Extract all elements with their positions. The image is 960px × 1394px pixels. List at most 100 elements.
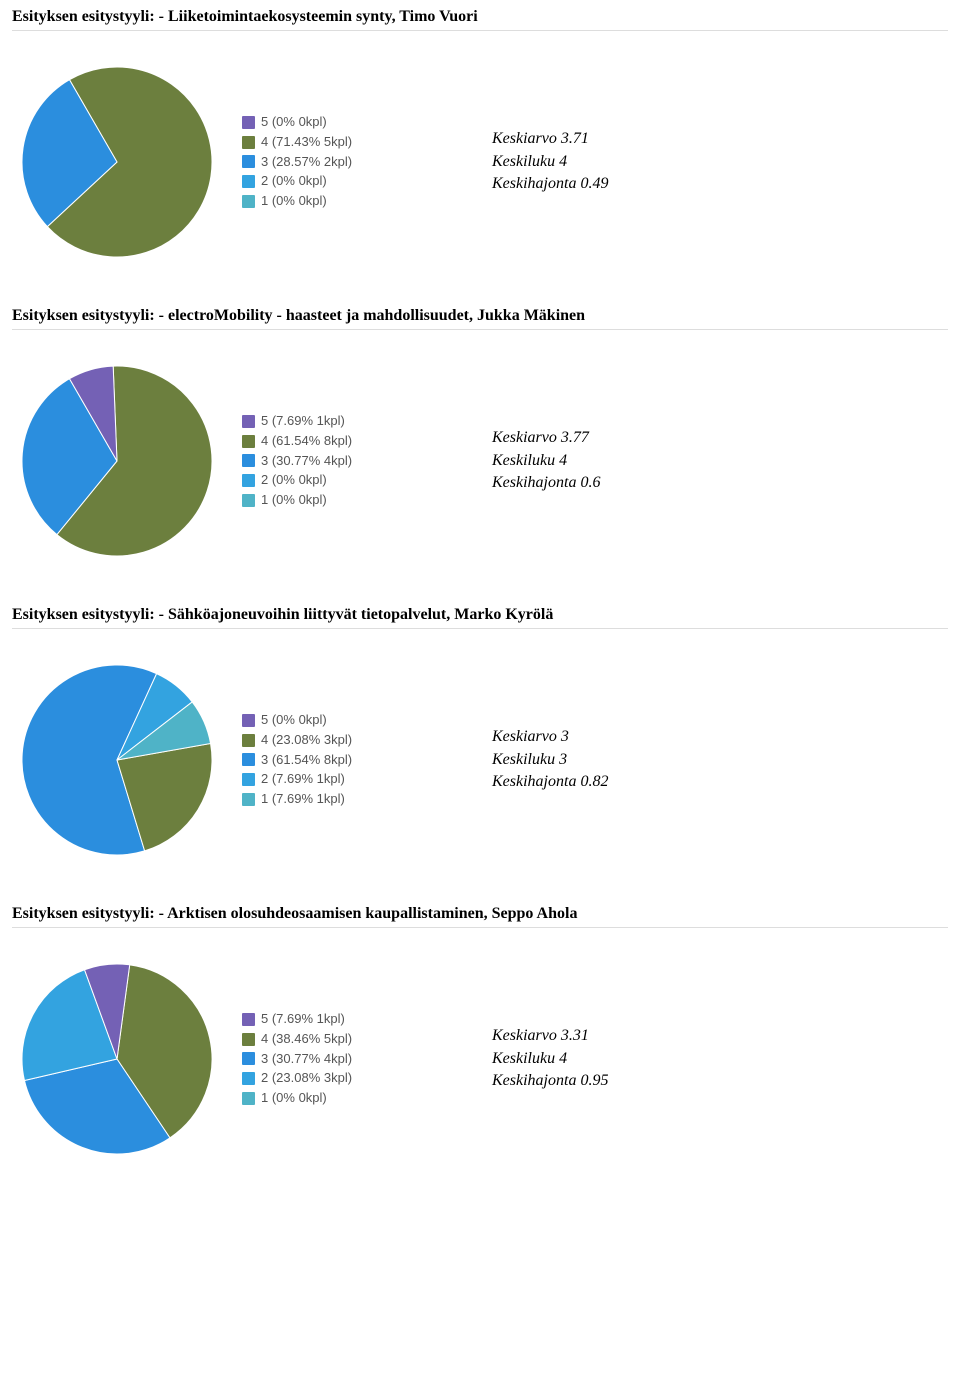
legend-swatch [242, 435, 255, 448]
legend-swatch [242, 1033, 255, 1046]
legend-label: 2 (7.69% 1kpl) [261, 771, 345, 788]
pie-chart [22, 67, 212, 257]
section-title: Esityksen esitystyyli: - Sähköajoneuvoih… [12, 606, 948, 629]
pie-chart [22, 366, 212, 556]
legend-swatch [242, 1092, 255, 1105]
stat-line-keskiarvo: Keskiarvo 3.31 [492, 1025, 608, 1047]
chart-section: Esityksen esitystyyli: - electroMobility… [12, 307, 948, 556]
legend-label: 2 (0% 0kpl) [261, 472, 327, 489]
legend-label: 1 (7.69% 1kpl) [261, 791, 345, 808]
legend-label: 4 (61.54% 8kpl) [261, 433, 352, 450]
pie-container [22, 67, 212, 257]
section-title: Esityksen esitystyyli: - Liiketoimintaek… [12, 8, 948, 31]
legend-label: 3 (28.57% 2kpl) [261, 154, 352, 171]
legend-item: 1 (7.69% 1kpl) [242, 791, 402, 808]
legend-swatch [242, 494, 255, 507]
stats-block: Keskiarvo 3.71Keskiluku 4Keskihajonta 0.… [492, 128, 608, 195]
legend-item: 3 (61.54% 8kpl) [242, 752, 402, 769]
legend-label: 4 (38.46% 5kpl) [261, 1031, 352, 1048]
legend-item: 4 (38.46% 5kpl) [242, 1031, 402, 1048]
legend-item: 1 (0% 0kpl) [242, 1090, 402, 1107]
legend-swatch [242, 175, 255, 188]
legend-item: 2 (0% 0kpl) [242, 472, 402, 489]
legend-swatch [242, 753, 255, 766]
stat-line-keskiluku: Keskiluku 3 [492, 749, 608, 771]
legend-label: 3 (30.77% 4kpl) [261, 1051, 352, 1068]
legend-item: 5 (7.69% 1kpl) [242, 1011, 402, 1028]
stat-line-keskiluku: Keskiluku 4 [492, 151, 608, 173]
pie-container [22, 366, 212, 556]
legend-swatch [242, 773, 255, 786]
legend-item: 3 (30.77% 4kpl) [242, 1051, 402, 1068]
section-title: Esityksen esitystyyli: - Arktisen olosuh… [12, 905, 948, 928]
legend-item: 2 (23.08% 3kpl) [242, 1070, 402, 1087]
legend-swatch [242, 1013, 255, 1026]
pie-chart [22, 665, 212, 855]
stat-line-keskihajonta: Keskihajonta 0.6 [492, 472, 600, 494]
chart-row: 5 (0% 0kpl) 4 (23.08% 3kpl) 3 (61.54% 8kpl… [12, 665, 948, 855]
legend-label: 4 (23.08% 3kpl) [261, 732, 352, 749]
legend: 5 (0% 0kpl) 4 (23.08% 3kpl) 3 (61.54% 8kpl… [242, 709, 402, 811]
legend: 5 (0% 0kpl) 4 (71.43% 5kpl) 3 (28.57% 2kpl… [242, 111, 402, 213]
legend-swatch [242, 155, 255, 168]
stats-block: Keskiarvo 3Keskiluku 3Keskihajonta 0.82 [492, 726, 608, 793]
legend-item: 2 (7.69% 1kpl) [242, 771, 402, 788]
legend-item: 1 (0% 0kpl) [242, 492, 402, 509]
legend-swatch [242, 1052, 255, 1065]
legend-item: 3 (28.57% 2kpl) [242, 154, 402, 171]
pie-container [22, 665, 212, 855]
legend-item: 1 (0% 0kpl) [242, 193, 402, 210]
legend: 5 (7.69% 1kpl) 4 (38.46% 5kpl) 3 (30.77% 4… [242, 1008, 402, 1110]
pie-container [22, 964, 212, 1154]
legend-label: 5 (7.69% 1kpl) [261, 413, 345, 430]
chart-section: Esityksen esitystyyli: - Liiketoimintaek… [12, 8, 948, 257]
legend-swatch [242, 136, 255, 149]
legend-label: 5 (0% 0kpl) [261, 712, 327, 729]
chart-row: 5 (7.69% 1kpl) 4 (38.46% 5kpl) 3 (30.77% 4… [12, 964, 948, 1154]
legend-label: 2 (23.08% 3kpl) [261, 1070, 352, 1087]
legend-swatch [242, 474, 255, 487]
section-title: Esityksen esitystyyli: - electroMobility… [12, 307, 948, 330]
legend-label: 3 (30.77% 4kpl) [261, 453, 352, 470]
legend-item: 2 (0% 0kpl) [242, 173, 402, 190]
legend: 5 (7.69% 1kpl) 4 (61.54% 8kpl) 3 (30.77% 4… [242, 410, 402, 512]
stat-line-keskiarvo: Keskiarvo 3 [492, 726, 608, 748]
legend-swatch [242, 714, 255, 727]
stat-line-keskihajonta: Keskihajonta 0.49 [492, 173, 608, 195]
chart-section: Esityksen esitystyyli: - Sähköajoneuvoih… [12, 606, 948, 855]
legend-label: 4 (71.43% 5kpl) [261, 134, 352, 151]
chart-row: 5 (7.69% 1kpl) 4 (61.54% 8kpl) 3 (30.77% 4… [12, 366, 948, 556]
legend-swatch [242, 454, 255, 467]
stats-block: Keskiarvo 3.31Keskiluku 4Keskihajonta 0.… [492, 1025, 608, 1092]
legend-item: 5 (0% 0kpl) [242, 114, 402, 131]
legend-item: 3 (30.77% 4kpl) [242, 453, 402, 470]
legend-swatch [242, 116, 255, 129]
chart-row: 5 (0% 0kpl) 4 (71.43% 5kpl) 3 (28.57% 2kpl… [12, 67, 948, 257]
legend-swatch [242, 195, 255, 208]
legend-label: 3 (61.54% 8kpl) [261, 752, 352, 769]
legend-item: 4 (61.54% 8kpl) [242, 433, 402, 450]
legend-swatch [242, 415, 255, 428]
legend-label: 2 (0% 0kpl) [261, 173, 327, 190]
stat-line-keskiluku: Keskiluku 4 [492, 450, 600, 472]
stats-block: Keskiarvo 3.77Keskiluku 4Keskihajonta 0.… [492, 427, 600, 494]
stat-line-keskiarvo: Keskiarvo 3.71 [492, 128, 608, 150]
stat-line-keskihajonta: Keskihajonta 0.82 [492, 771, 608, 793]
legend-item: 5 (0% 0kpl) [242, 712, 402, 729]
stat-line-keskiluku: Keskiluku 4 [492, 1048, 608, 1070]
legend-label: 1 (0% 0kpl) [261, 1090, 327, 1107]
legend-label: 5 (0% 0kpl) [261, 114, 327, 131]
stat-line-keskiarvo: Keskiarvo 3.77 [492, 427, 600, 449]
legend-swatch [242, 734, 255, 747]
legend-item: 4 (71.43% 5kpl) [242, 134, 402, 151]
legend-item: 5 (7.69% 1kpl) [242, 413, 402, 430]
pie-chart [22, 964, 212, 1154]
chart-section: Esityksen esitystyyli: - Arktisen olosuh… [12, 905, 948, 1154]
legend-item: 4 (23.08% 3kpl) [242, 732, 402, 749]
legend-swatch [242, 793, 255, 806]
legend-label: 1 (0% 0kpl) [261, 193, 327, 210]
stat-line-keskihajonta: Keskihajonta 0.95 [492, 1070, 608, 1092]
legend-label: 1 (0% 0kpl) [261, 492, 327, 509]
legend-swatch [242, 1072, 255, 1085]
legend-label: 5 (7.69% 1kpl) [261, 1011, 345, 1028]
